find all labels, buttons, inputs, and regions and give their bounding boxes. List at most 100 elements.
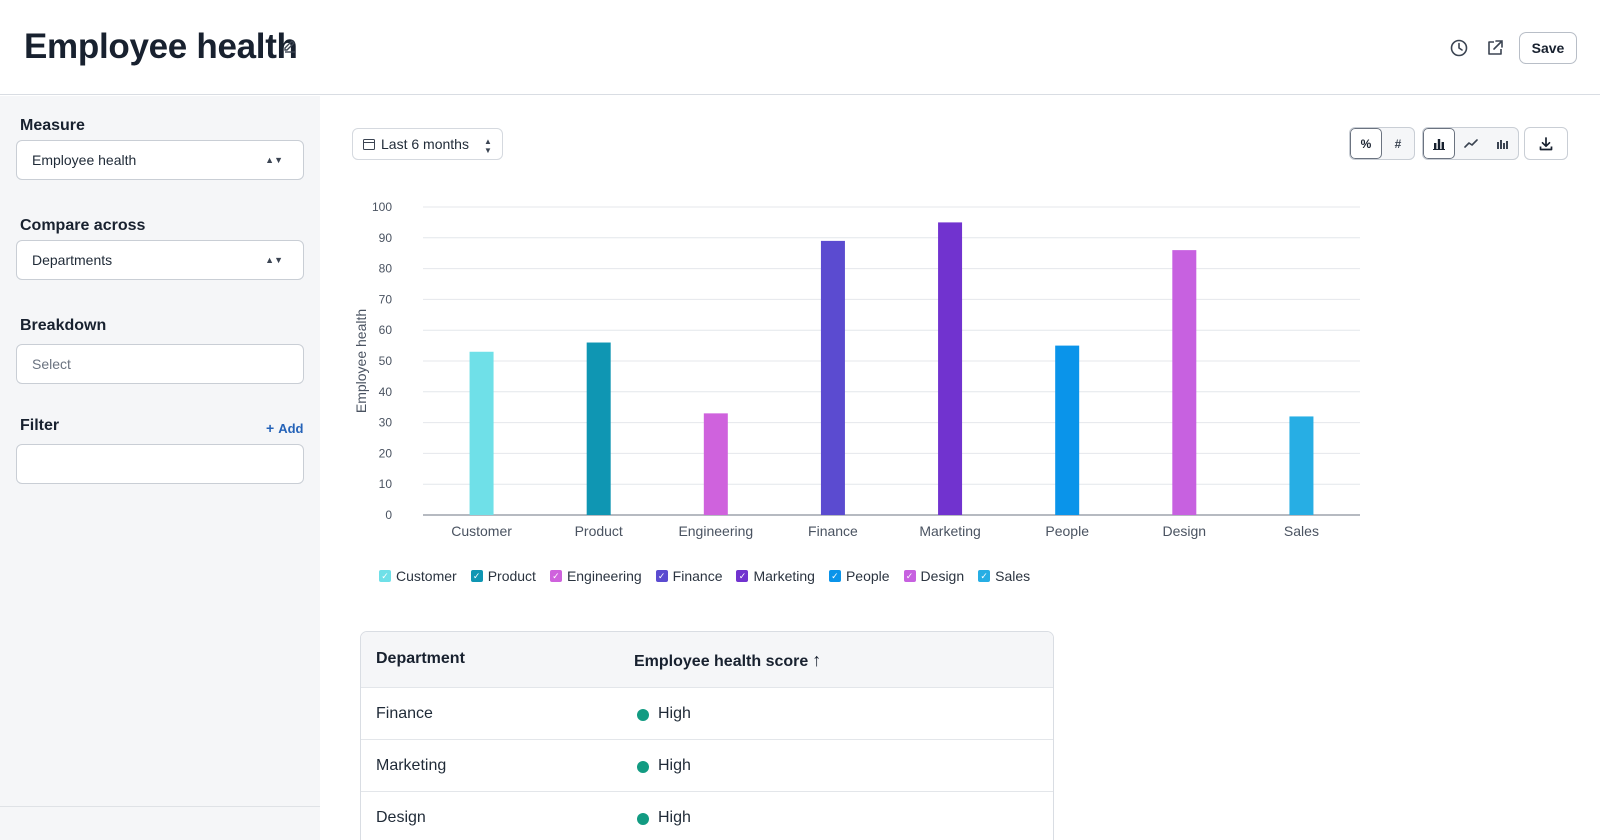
select-caret-icon: ▲▼ — [484, 137, 492, 155]
y-tick-label: 60 — [379, 323, 393, 337]
date-range-select[interactable]: Last 6 months ▲ ▼ — [352, 128, 503, 160]
y-tick-label: 30 — [379, 416, 393, 430]
add-filter-button[interactable]: + Add — [266, 420, 303, 436]
legend-item[interactable]: ✓ Finance — [655, 568, 723, 584]
download-button[interactable] — [1524, 127, 1568, 160]
checkbox-checked-icon: ✓ — [655, 570, 668, 582]
checkbox-checked-icon: ✓ — [736, 570, 749, 582]
legend-item[interactable]: ✓ Customer — [379, 568, 457, 584]
bar-product — [586, 342, 611, 515]
save-button[interactable]: Save — [1519, 32, 1577, 64]
department-table: Department Employee health score ↑ Financ… — [360, 631, 1054, 840]
share-icon[interactable] — [1485, 38, 1505, 58]
legend-item[interactable]: ✓ Engineering — [549, 568, 642, 584]
page-title: Employee health — [24, 27, 298, 66]
chart-type-toggle — [1422, 127, 1519, 160]
column-header-department: Department — [376, 650, 465, 667]
format-toggle: % # — [1349, 127, 1415, 160]
bar-customer — [469, 351, 494, 515]
status-dot — [637, 761, 649, 773]
row-status: High — [658, 757, 691, 774]
breakdown-label: Breakdown — [20, 317, 107, 334]
sidebar-divider — [0, 806, 320, 807]
column-header-score[interactable]: Employee health score ↑ — [634, 650, 821, 671]
x-tick-label: People — [1045, 523, 1089, 539]
y-tick-label: 20 — [379, 446, 393, 460]
grouped-bar-button[interactable] — [1486, 128, 1518, 159]
grouped-bar-icon — [1497, 139, 1509, 149]
date-range-label: Last 6 months — [381, 136, 469, 152]
edit-title-icon[interactable] — [282, 38, 298, 54]
table-row[interactable]: Design High — [361, 791, 1053, 840]
table-row[interactable]: Finance High — [361, 687, 1053, 739]
legend-label: Engineering — [566, 568, 642, 584]
legend-item[interactable]: ✓ Sales — [978, 568, 1030, 584]
plus-icon: + — [266, 420, 275, 436]
download-icon — [1539, 136, 1553, 150]
measure-label: Measure — [20, 117, 85, 134]
table-header: Department Employee health score ↑ — [361, 632, 1053, 687]
history-icon[interactable] — [1449, 38, 1469, 58]
page-header: Employee health Save — [0, 0, 1600, 95]
bar-marketing — [938, 222, 963, 515]
compare-select[interactable]: Departments ▲▼ — [16, 240, 304, 280]
x-tick-label: Design — [1163, 523, 1207, 539]
x-tick-label: Engineering — [678, 523, 753, 539]
legend-item[interactable]: ✓ People — [828, 568, 890, 584]
compare-select-value: Departments — [32, 252, 113, 268]
bar-chart-button[interactable] — [1423, 128, 1455, 159]
row-department: Marketing — [376, 757, 447, 774]
breakdown-select[interactable]: Select — [16, 344, 304, 384]
y-axis-label: Employee health — [353, 309, 369, 413]
add-filter-label: Add — [278, 421, 304, 436]
measure-select-value: Employee health — [32, 152, 137, 168]
table-row[interactable]: Marketing High — [361, 739, 1053, 791]
y-tick-label: 100 — [372, 200, 392, 214]
status-dot — [637, 709, 649, 721]
y-tick-label: 0 — [385, 508, 392, 522]
chart-legend: ✓ Customer ✓ Product ✓ Engineering ✓ Finance ✓ Ma… — [379, 568, 1030, 584]
x-tick-label: Sales — [1284, 523, 1319, 539]
count-toggle[interactable]: # — [1394, 136, 1402, 151]
measure-select[interactable]: Employee health ▲▼ — [16, 140, 304, 180]
y-tick-label: 50 — [379, 354, 393, 368]
bar-finance — [820, 240, 845, 515]
checkbox-checked-icon: ✓ — [379, 570, 391, 582]
y-tick-label: 90 — [379, 231, 393, 245]
x-tick-label: Product — [575, 523, 623, 539]
legend-label: Design — [920, 568, 965, 584]
bar-sales — [1289, 416, 1314, 515]
legend-item[interactable]: ✓ Design — [903, 568, 965, 584]
legend-label: Marketing — [753, 568, 815, 584]
legend-label: Finance — [672, 568, 723, 584]
row-status: High — [658, 705, 691, 722]
status-dot — [637, 813, 649, 825]
checkbox-checked-icon: ✓ — [470, 570, 483, 582]
compare-label: Compare across — [20, 217, 146, 234]
select-caret-icon: ▲▼ — [265, 155, 283, 165]
checkbox-checked-icon: ✓ — [903, 570, 916, 582]
bar-chart: 0 10 20 30 40 50 60 70 80 90 100 Employee health Cus… — [353, 200, 1360, 539]
breakdown-placeholder: Select — [32, 356, 71, 372]
checkbox-checked-icon: ✓ — [828, 570, 841, 582]
checkbox-checked-icon: ✓ — [978, 570, 991, 582]
column-header-score-label: Employee health score — [634, 653, 809, 670]
bar-engineering — [703, 413, 728, 515]
line-chart-button[interactable] — [1455, 128, 1487, 159]
legend-label: Product — [487, 568, 536, 584]
row-status: High — [658, 809, 691, 826]
filter-label: Filter — [20, 417, 60, 434]
select-caret-icon: ▲▼ — [265, 255, 283, 265]
legend-label: Customer — [396, 568, 457, 584]
calendar-icon — [363, 139, 375, 150]
legend-item[interactable]: ✓ Marketing — [736, 568, 815, 584]
percent-toggle[interactable]: % — [1350, 128, 1382, 159]
legend-item[interactable]: ✓ Product — [470, 568, 536, 584]
y-tick-label: 40 — [379, 385, 393, 399]
bar-people — [1055, 345, 1080, 515]
y-tick-label: 70 — [379, 292, 393, 306]
filter-input[interactable] — [16, 444, 304, 484]
x-tick-label: Customer — [451, 523, 512, 539]
y-tick-label: 80 — [379, 262, 393, 276]
bar-chart-icon — [1432, 138, 1445, 150]
